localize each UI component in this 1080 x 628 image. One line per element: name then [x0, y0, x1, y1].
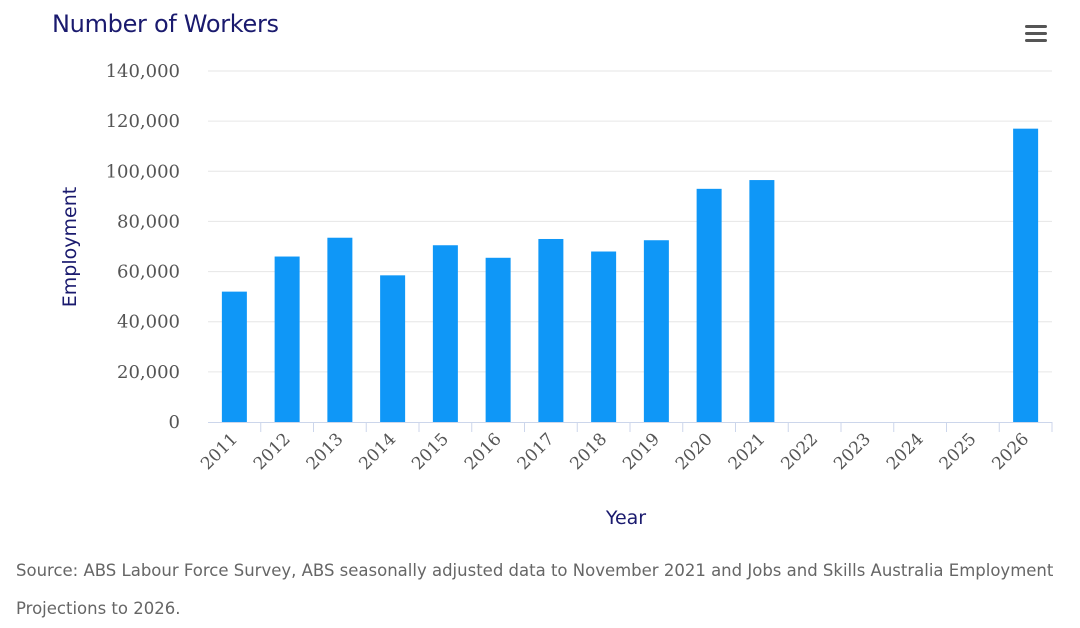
bar-2013[interactable]: [327, 237, 353, 422]
y-tick-label: 0: [169, 412, 180, 433]
bar-2011[interactable]: [221, 291, 247, 422]
x-tick-label: 2020: [672, 429, 717, 474]
bar-2020[interactable]: [696, 188, 722, 422]
bar-2015[interactable]: [432, 245, 458, 422]
bar-2019[interactable]: [643, 240, 669, 422]
x-tick-label: 2017: [514, 429, 559, 474]
y-tick-label: 60,000: [117, 262, 180, 283]
bars: [221, 128, 1039, 422]
x-tick-label: 2015: [408, 429, 453, 474]
x-tick-label: 2014: [355, 429, 400, 474]
bar-2014[interactable]: [380, 275, 406, 422]
x-tick-label: 2018: [566, 429, 611, 474]
bar-2012[interactable]: [274, 256, 300, 422]
y-tick-label: 80,000: [117, 211, 180, 232]
x-tick-label: 2026: [988, 429, 1033, 474]
chart-menu-button[interactable]: [1018, 18, 1054, 48]
x-tick-label: 2012: [250, 429, 295, 474]
y-tick-label: 120,000: [106, 111, 180, 132]
chart-title: Number of Workers: [52, 10, 279, 38]
y-tick-label: 140,000: [106, 61, 180, 82]
bar-2021[interactable]: [749, 180, 775, 422]
x-tick-label: 2025: [936, 429, 981, 474]
x-tick-label: 2011: [197, 429, 242, 474]
x-tick-label: 2021: [725, 429, 770, 474]
bar-2016[interactable]: [485, 257, 511, 422]
x-tick-label: 2016: [461, 429, 506, 474]
x-tick-label: 2024: [883, 429, 928, 474]
y-axis-title: Employment: [59, 187, 81, 307]
bar-2017[interactable]: [538, 238, 564, 422]
y-tick-label: 40,000: [117, 312, 180, 333]
x-tick-label: 2019: [619, 429, 664, 474]
x-tick-label: 2022: [777, 429, 822, 474]
x-tick-label: 2023: [830, 429, 875, 474]
bar-chart: 0 20,000 40,000 60,000 80,000 100,000 120,000 1…: [59, 61, 1053, 529]
x-axis-ticks: 2011 2012 2013 2014 2015 2016 2017 2018 2019 2020…: [197, 422, 1053, 474]
x-axis-title: Year: [605, 507, 646, 529]
bar-2018[interactable]: [591, 251, 617, 422]
y-tick-label: 20,000: [117, 362, 180, 383]
y-tick-label: 100,000: [106, 161, 180, 182]
y-axis-ticks: 0 20,000 40,000 60,000 80,000 100,000 120,000 1…: [106, 61, 180, 433]
source-note: Source: ABS Labour Force Survey, ABS sea…: [16, 561, 1054, 618]
hamburger-menu-icon: [1025, 24, 1047, 28]
x-tick-label: 2013: [303, 429, 348, 474]
bar-2026[interactable]: [1013, 128, 1039, 422]
